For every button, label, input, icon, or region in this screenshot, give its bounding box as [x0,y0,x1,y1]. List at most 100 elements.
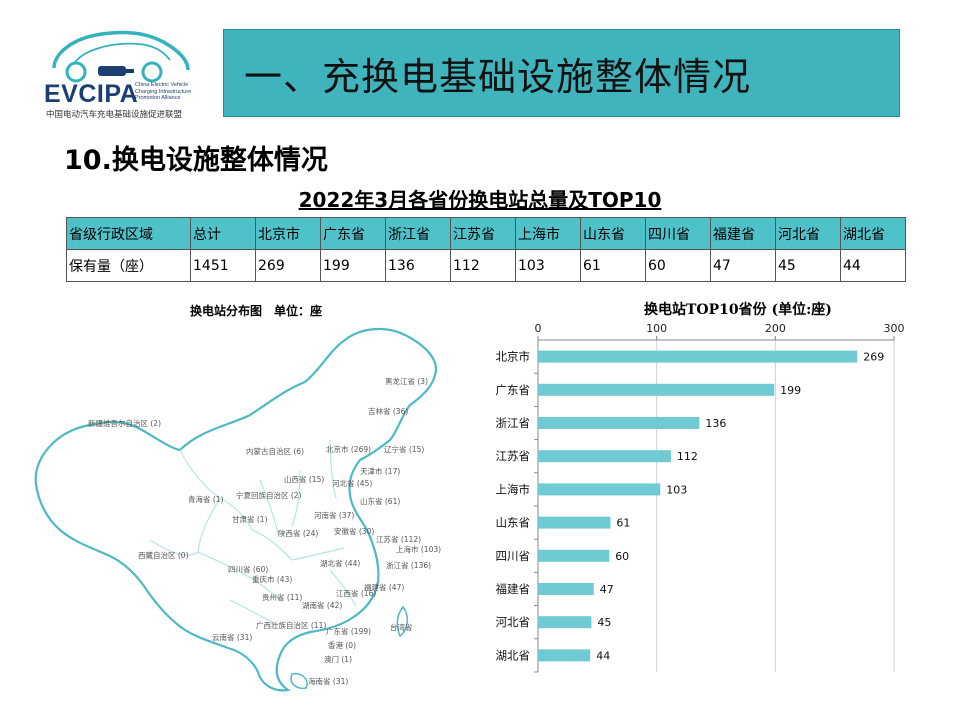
logo-subtitle-line: China Electric Vehicle [135,82,189,88]
map-label: 黑龙江省 (3) [385,377,429,386]
x-tick-label: 100 [646,322,667,335]
table-cell: 1451 [190,249,256,282]
table-cell: 61 [580,249,646,282]
data-label: 103 [666,483,687,496]
map-label: 湖北省 (44) [320,559,361,568]
data-label: 136 [705,417,726,430]
data-label: 60 [615,550,629,563]
category-label: 上海市 [496,482,531,496]
ev-car-logo-icon [52,30,190,83]
table-cell: 136 [385,249,451,282]
bar [538,549,610,562]
map-label: 海南省 (31) [308,677,349,686]
map-title: 换电站分布图 单位：座 [190,304,323,318]
china-map: 黑龙江省 (3) 吉林省 (36) 新疆维吾尔自治区 (2) 内蒙古自治区 (6… [30,320,470,700]
data-label: 199 [780,384,801,397]
bar [538,450,671,463]
table-header-cell: 省级行政区域 [66,217,191,250]
map-label: 澳门 (1) [324,655,353,664]
category-label: 四川省 [496,549,531,563]
table-header-cell: 北京市 [255,217,321,250]
data-label: 44 [596,649,610,662]
page-title: 一、充换电基础设施整体情况 [244,54,752,99]
map-label: 吉林省 (36) [368,407,409,416]
map-label: 江苏省 (112) [376,535,422,544]
category-label: 山东省 [496,516,531,530]
data-label: 112 [677,450,698,463]
table-cell: 112 [450,249,516,282]
map-label: 山西省 (15) [284,475,325,484]
table-cell: 60 [645,249,711,282]
bar [538,616,592,629]
category-label: 北京市 [496,350,531,364]
category-label: 湖北省 [496,648,531,662]
data-label: 61 [616,517,630,530]
map-label: 辽宁省 (15) [384,445,425,454]
table-title: 2022年3月各省份换电站总量及TOP10 [298,188,662,212]
table-header-cell: 四川省 [645,217,711,250]
map-label: 河北省 (45) [332,479,373,488]
x-tick-label: 200 [765,322,786,335]
map-label: 宁夏回族自治区 (2) [236,491,302,500]
category-label: 广东省 [496,383,531,397]
bar [538,516,611,529]
map-label: 云南省 (31) [212,633,253,642]
x-tick-label: 0 [535,322,542,335]
map-label: 青海省 (1) [188,495,224,504]
data-label: 269 [863,351,884,364]
table-header-cell: 福建省 [710,217,776,250]
data-label: 45 [597,616,611,629]
evcipa-logo: EVCIPA China Electric Vehicle Charging I… [28,22,208,122]
table-cell: 47 [710,249,776,282]
bar [538,649,591,662]
category-label: 河北省 [496,615,531,629]
map-label: 四川省 (60) [228,565,269,574]
logo-subtitle: China Electric Vehicle Charging Infrastr… [135,82,215,102]
map-label: 山东省 (61) [360,497,401,506]
table-cell: 45 [775,249,841,282]
map-label: 台湾省 [390,623,413,632]
map-label: 天津市 (17) [360,467,401,476]
map-label: 上海市 (103) [396,545,442,554]
data-label: 47 [600,583,614,596]
province-table: 省级行政区域 总计 北京市 广东省 浙江省 江苏省 上海市 山东省 四川省 福建… [66,217,906,282]
table-row: 保有量（座） 1451 269 199 136 112 103 61 60 47… [66,249,906,282]
table-cell: 44 [840,249,906,282]
map-label: 河南省 (37) [314,511,355,520]
map-label: 广东省 (199) [326,627,372,636]
table-header-cell: 江苏省 [450,217,516,250]
table-header-cell: 湖北省 [840,217,906,250]
map-label: 安徽省 (30) [334,527,375,536]
category-label: 福建省 [496,582,531,596]
bar [538,483,661,496]
bar [538,383,775,396]
category-label: 江苏省 [496,449,531,463]
logo-wordmark: EVCIPA [44,80,139,108]
map-label: 甘肃省 (1) [232,515,268,524]
map-label: 福建省 (47) [364,583,405,592]
table-header-row: 省级行政区域 总计 北京市 广东省 浙江省 江苏省 上海市 山东省 四川省 福建… [66,217,906,250]
category-label: 浙江省 [496,416,531,430]
table-cell: 保有量（座） [66,249,191,282]
map-label: 浙江省 (136) [386,561,432,570]
map-label: 香港 (0) [328,641,357,650]
table-header-cell: 浙江省 [385,217,451,250]
table-cell: 103 [515,249,581,282]
bar [538,417,700,429]
map-label: 江西省 (16) [336,589,377,598]
map-label: 北京市 (269) [326,445,372,454]
header-band: 一、充换电基础设施整体情况 [223,29,900,117]
section-title: 10.换电设施整体情况 [64,145,328,176]
map-label: 内蒙古自治区 (6) [246,447,305,456]
table-header-cell: 上海市 [515,217,581,250]
map-label: 贵州省 (11) [262,593,303,602]
map-label: 西藏自治区 (0) [138,551,189,560]
map-label: 广西壮族自治区 (11) [256,621,327,630]
table-cell: 269 [255,249,321,282]
bar [538,350,858,363]
table-header-cell: 河北省 [775,217,841,250]
logo-subtitle-line: Promotion Alliance [135,95,181,101]
map-label: 新疆维吾尔自治区 (2) [88,419,162,428]
logo-chinese-name: 中国电动汽车充电基础设施促进联盟 [46,110,183,120]
map-label: 重庆市 (43) [252,575,293,584]
